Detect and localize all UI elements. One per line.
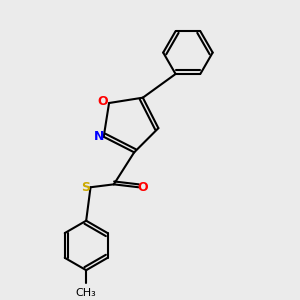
Text: CH₃: CH₃ (76, 288, 97, 298)
Text: S: S (81, 181, 90, 194)
Text: N: N (94, 130, 104, 143)
Text: O: O (138, 181, 148, 194)
Text: O: O (97, 95, 108, 108)
